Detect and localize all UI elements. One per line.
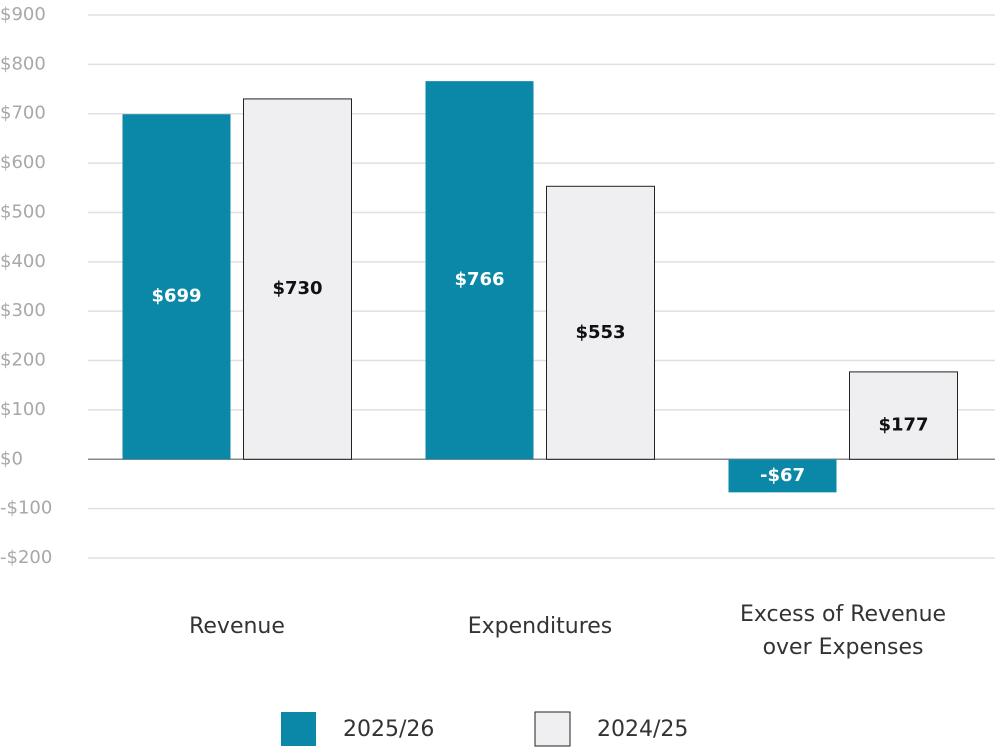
y-tick-label: $400 <box>0 251 46 272</box>
y-tick-label: $700 <box>0 103 46 124</box>
bar <box>243 98 352 460</box>
data-label: $177 <box>878 415 928 436</box>
legend-swatch <box>281 712 316 746</box>
y-tick-label: $0 <box>0 448 23 469</box>
y-tick-label: $800 <box>0 53 46 74</box>
data-label: $730 <box>272 278 322 299</box>
bar <box>425 81 534 460</box>
y-tick-label: $600 <box>0 152 46 173</box>
y-tick-label: $900 <box>0 4 46 25</box>
data-label: $766 <box>454 269 504 290</box>
x-tick-label: Expenditures <box>468 614 613 639</box>
bar <box>728 459 837 493</box>
y-tick-label: $100 <box>0 399 46 420</box>
y-tick-label: $200 <box>0 350 46 371</box>
bar <box>122 114 231 460</box>
legend-label: 2025/26 <box>343 717 434 742</box>
y-tick-label: $500 <box>0 201 46 222</box>
bar <box>849 371 958 460</box>
data-label: $699 <box>151 286 201 307</box>
data-label: $553 <box>575 322 625 343</box>
data-label: -$67 <box>760 465 805 486</box>
y-tick-label: -$100 <box>0 498 52 519</box>
y-tick-label: -$200 <box>0 547 52 568</box>
bar <box>546 185 655 460</box>
legend-swatch <box>534 711 571 747</box>
x-tick-label: Excess of Revenue over Expenses <box>740 602 946 660</box>
x-tick-label: Revenue <box>189 614 285 639</box>
legend-label: 2024/25 <box>597 717 688 742</box>
y-tick-label: $300 <box>0 300 46 321</box>
